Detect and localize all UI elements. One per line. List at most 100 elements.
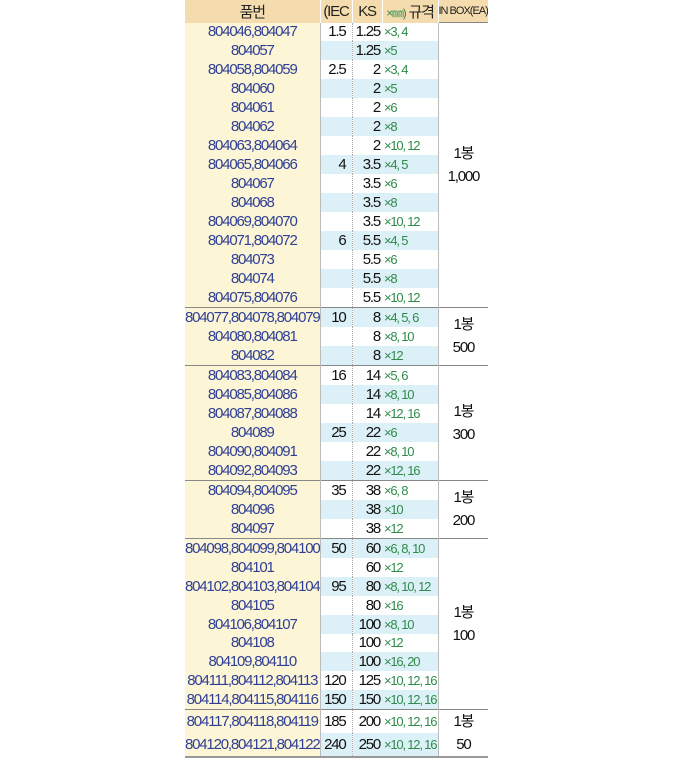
header-iec: (IEC (320, 0, 353, 23)
cell-spec: ×6 (382, 98, 439, 118)
cell-part: 804075,804076 (185, 288, 321, 308)
cell-part: 804063,804064 (185, 136, 321, 156)
cell-spec: ×12 (382, 557, 439, 577)
cell-iec (320, 403, 353, 423)
cell-part: 804085,804086 (185, 384, 321, 404)
cell-box-qty: 1봉 50 (438, 709, 489, 758)
cell-iec (320, 518, 353, 539)
box-unit: 1봉 (453, 402, 475, 420)
cell-part: 804067 (185, 174, 321, 194)
cell-part: 804061 (185, 98, 321, 118)
cell-ks: 100 (352, 614, 382, 634)
cell-iec (320, 269, 353, 289)
header-ks: KS (352, 0, 383, 23)
cell-part: 804117,804118,804119 (185, 709, 321, 734)
cell-iec (320, 460, 353, 481)
cell-spec: ×3, 4 (382, 60, 439, 80)
cell-iec: 1.5 (320, 22, 353, 42)
cell-iec: 6 (320, 231, 353, 251)
cell-spec: ×5 (382, 79, 439, 99)
cell-spec: ×6, 8, 10 (382, 537, 439, 558)
cell-part: 804097 (185, 518, 321, 539)
cell-part: 804094,804095 (185, 479, 321, 500)
cell-part: 804101 (185, 557, 321, 577)
cell-spec: ×10, 12 (382, 288, 439, 308)
cell-ks: 22 (352, 460, 382, 481)
cell-part: 804083,804084 (185, 364, 321, 385)
cell-spec: ×10, 12, 16 (382, 671, 439, 691)
cell-iec (320, 633, 353, 653)
cell-ks: 8 (352, 307, 382, 327)
table-row: 804082 8 ×12 (185, 345, 488, 366)
table-row: 804094,804095 35 38 ×6, 8 1봉 200 (185, 479, 489, 539)
cell-spec: ×16 (382, 595, 439, 615)
cell-box-qty: 1봉 500 (438, 307, 489, 366)
cell-iec (320, 250, 353, 270)
cell-ks: 22 (365, 442, 381, 460)
cell-iec: 185 (320, 709, 353, 734)
cell-spec: ×12, 16 (382, 460, 439, 481)
cell-spec: ×8 (382, 117, 439, 137)
table-row: 804105 80 ×16 (185, 595, 488, 615)
cell-ks: 8 (372, 327, 381, 345)
cell-spec: ×10, 12, 16 (382, 733, 439, 758)
table-row: 804069,804070 3.5 ×10, 12 (185, 212, 488, 232)
cell-ks: 2 (372, 61, 381, 79)
cell-ks: 5.5 (362, 251, 381, 269)
cell-part: 804073 (185, 250, 321, 270)
box-unit: 1봉 (453, 604, 475, 622)
cell-part: 804080,804081 (185, 327, 321, 346)
header-spec-label: 규격 (408, 3, 435, 21)
cell-spec: ×12, 16 (382, 403, 439, 423)
cell-ks: 2 (372, 137, 381, 155)
cell-iec: 150 (320, 690, 353, 710)
cell-ks: 200 (352, 709, 382, 734)
cell-ks: 1.25 (352, 41, 382, 61)
box-unit: 1봉 (453, 316, 475, 334)
cell-iec: 2.5 (320, 60, 353, 80)
cell-part: 804096 (185, 499, 321, 519)
cell-ks: 3.5 (362, 213, 381, 231)
cell-iec (320, 614, 353, 634)
cell-box-qty: 1봉 1,000 (438, 21, 489, 308)
cell-iec (320, 212, 353, 232)
table-row: 804090,804091 22 ×8, 10 (185, 441, 488, 461)
cell-iec (320, 441, 353, 461)
cell-spec: ×6 (382, 174, 439, 194)
cell-spec: ×8, 10 (382, 384, 439, 404)
cell-part: 804068 (185, 193, 321, 213)
cell-spec: ×12 (382, 633, 439, 653)
cell-part: 804114,804115,804116 (185, 690, 321, 710)
table-row: 804092,804093 22 ×12, 16 (185, 460, 488, 481)
cell-part: 804092,804093 (185, 460, 321, 481)
cell-iec: 16 (320, 364, 353, 385)
cell-ks: 22 (352, 422, 382, 442)
cell-part: 804106,804107 (185, 614, 321, 634)
cell-spec: ×5, 6 (382, 364, 439, 385)
table-row: 804117,804118,804119 185 200 ×10, 12, 16 1봉 5… (185, 709, 489, 758)
cell-iec: 4 (320, 155, 353, 175)
cell-part: 804109,804110 (185, 652, 321, 672)
cell-spec: ×8 (382, 269, 439, 289)
cell-spec: ×4, 5 (382, 155, 439, 175)
cell-spec: ×4, 5 (382, 231, 439, 251)
table-row: 804057 1.25 ×5 (185, 41, 488, 61)
cell-iec (320, 136, 353, 156)
box-quantity: 50 (456, 736, 471, 754)
box-unit: 1봉 (453, 145, 475, 163)
table-row: 804063,804064 2 ×10, 12 (185, 136, 488, 156)
table-row: 804062 2 ×8 (185, 117, 488, 137)
table-row: 804065,804066 4 3.5 ×4, 5 (185, 155, 488, 175)
table-row: 804046,804047 1.5 1.25 ×3, 4 1봉 1,000 (185, 21, 489, 308)
table-row: 804106,804107 100 ×8, 10 (185, 614, 488, 634)
cell-ks: 2 (352, 79, 382, 99)
cell-spec: ×8, 10, 12 (382, 576, 439, 596)
cell-spec: ×12 (382, 345, 439, 366)
product-spec-table: 품번 (IEC KS ×㎜) 규격 IN BOX(EA) 804046,8040… (185, 0, 489, 758)
cell-iec (320, 98, 353, 118)
table-row: 804083,804084 16 14 ×5, 6 1봉 300 (185, 364, 489, 481)
cell-iec (320, 117, 353, 137)
cell-ks: 3.5 (352, 155, 382, 175)
cell-ks: 14 (365, 404, 381, 422)
table-row: 804067 3.5 ×6 (185, 174, 488, 194)
